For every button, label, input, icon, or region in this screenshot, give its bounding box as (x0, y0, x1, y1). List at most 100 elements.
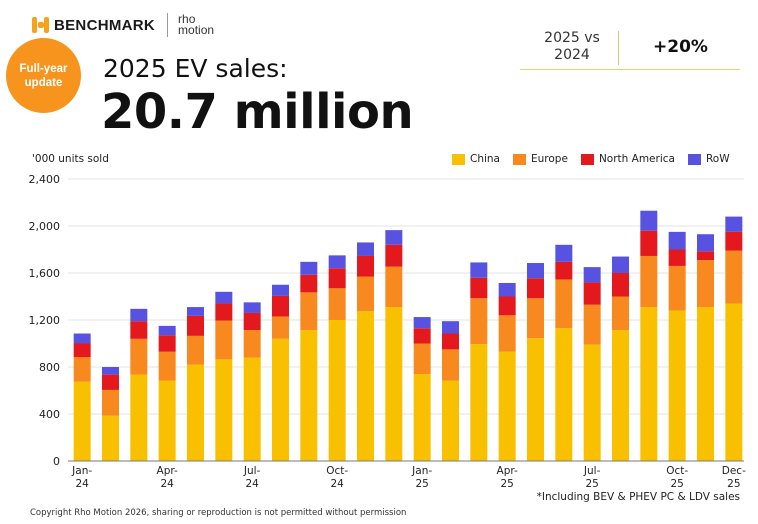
bar-segment-row (243, 302, 261, 313)
bar-segment-row (357, 242, 374, 256)
x-tick-label: Jan- (71, 465, 92, 477)
y-tick-label: 2,400 (29, 173, 61, 186)
bar-segment-europe (498, 315, 516, 352)
legend-item-north-america: North America (580, 153, 675, 165)
bar-segment-europe (725, 250, 743, 304)
copyright: Copyright Rho Motion 2026, sharing or re… (30, 508, 407, 518)
full-year-badge: Full-year update (6, 38, 81, 113)
y-tick-label: 2,000 (29, 220, 61, 233)
bar-segment-north-america (215, 303, 233, 321)
bar-segment-china (498, 351, 516, 461)
bar-segment-europe (442, 349, 459, 381)
bar-segment-europe (470, 298, 488, 345)
bar-segment-europe (527, 298, 544, 339)
bar-segment-north-america (300, 274, 318, 293)
x-tick-label: Apr- (497, 465, 518, 477)
bar-segment-europe (640, 255, 658, 308)
x-tick-label-year: 24 (330, 478, 344, 490)
bar-segment-north-america (668, 249, 686, 266)
bar-segment-north-america (357, 255, 374, 277)
bar-segment-north-america (498, 296, 516, 316)
x-tick-label: Jul- (583, 465, 601, 477)
bar-segment-north-america (187, 315, 204, 336)
bar-segment-europe (130, 338, 148, 375)
rho-motion-line1: rho (178, 12, 196, 26)
rho-motion-line2: motion (178, 23, 215, 37)
bar-segment-china (357, 311, 374, 461)
x-tick-label-year: 25 (585, 478, 598, 490)
logo-divider (167, 13, 169, 37)
x-tick-label: Jul- (243, 465, 261, 477)
x-tick-label-year: 25 (415, 478, 428, 490)
bar-segment-china (243, 357, 261, 461)
bar-segment-china (385, 307, 403, 461)
bar-segment-north-america (583, 282, 601, 305)
bar-segment-europe (187, 335, 204, 365)
bar-segment-north-america (612, 273, 629, 297)
bar-segment-north-america (442, 333, 459, 350)
bar-segment-china (102, 415, 119, 461)
bar-segment-china (413, 374, 431, 461)
bar-segment-row (385, 230, 403, 245)
rho-motion-logo: rho motion (178, 12, 215, 37)
bar-segment-north-america (413, 328, 431, 344)
x-tick-label-year: 25 (670, 478, 683, 490)
comparison-label-line2: 2024 (554, 47, 590, 63)
y-tick-label: 1,200 (29, 314, 61, 327)
bar-segment-china (130, 374, 148, 461)
bar-segment-north-america (243, 312, 261, 330)
bar-segment-north-america (102, 374, 119, 390)
bar-segment-row (130, 308, 148, 322)
comparison-label: 2025 vs 2024 (542, 30, 602, 64)
x-tick-label-year: 24 (160, 478, 174, 490)
bar-segment-row (498, 282, 516, 297)
bar-segment-europe (300, 292, 318, 330)
bar-segment-row (158, 325, 176, 336)
bar-segment-row (668, 231, 686, 250)
bar-segment-north-america (272, 295, 289, 317)
x-tick-label: Dec- (722, 465, 746, 477)
bar-segment-europe (102, 389, 119, 416)
bar-segment-north-america (73, 343, 91, 358)
bar-segment-china (555, 328, 573, 461)
comparison-label-line1: 2025 vs (544, 30, 600, 46)
legend-label-row: RoW (705, 153, 730, 165)
y-tick-label: 800 (39, 361, 60, 374)
headline-subtitle: 2025 EV sales: (103, 54, 288, 83)
bar-segment-north-america (725, 231, 743, 251)
bar-segment-china (272, 338, 289, 461)
bar-segment-china (442, 380, 459, 461)
x-tick-label: Oct- (666, 465, 688, 477)
comparison-divider (618, 31, 619, 65)
bar-segment-europe (243, 329, 261, 358)
bar-segment-north-america (158, 335, 176, 352)
y-tick-label: 0 (53, 455, 60, 468)
bar-segment-china (583, 344, 601, 461)
bar-segment-europe (158, 351, 176, 381)
badge-line2: update (24, 76, 63, 89)
bar-segment-row (555, 244, 573, 262)
x-tick-label-year: 25 (727, 478, 740, 490)
bar-segment-north-america (328, 268, 346, 289)
footnote: *Including BEV & PHEV PC & LDV sales (536, 491, 740, 503)
y-axis-label: '000 units sold (32, 153, 109, 165)
bar-segment-china (725, 303, 743, 461)
bar-segment-china (187, 364, 204, 461)
x-tick-label-year: 24 (75, 478, 89, 490)
bar-segment-europe (612, 296, 629, 330)
bar-segment-china (697, 307, 714, 461)
bar-segment-europe (328, 288, 346, 320)
bar-segment-china (527, 338, 544, 461)
y-tick-label: 400 (39, 408, 60, 421)
chart-legend: China Europe North America RoW (452, 153, 743, 165)
bar-segment-row (328, 255, 346, 269)
bar-segment-north-america (640, 230, 658, 256)
bar-segment-china (668, 310, 686, 461)
bar-segment-china (470, 344, 488, 461)
bar-segment-china (215, 359, 233, 461)
benchmark-logo: BENCHMARK rho motion (30, 13, 214, 37)
bar-segment-europe (272, 316, 289, 339)
bar-segment-row (612, 256, 629, 273)
bar-segment-row (583, 267, 601, 283)
bar-segment-row (272, 284, 289, 296)
